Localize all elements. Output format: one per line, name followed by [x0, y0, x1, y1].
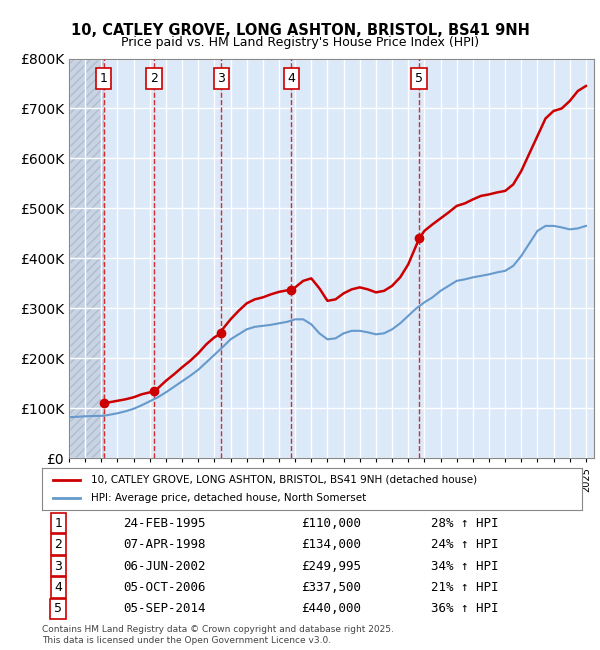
Text: £134,000: £134,000: [301, 538, 361, 551]
Text: 36% ↑ HPI: 36% ↑ HPI: [431, 603, 499, 616]
Text: 34% ↑ HPI: 34% ↑ HPI: [431, 560, 499, 573]
Text: 1: 1: [54, 517, 62, 530]
Text: 4: 4: [54, 581, 62, 594]
Text: £337,500: £337,500: [301, 581, 361, 594]
Text: 24% ↑ HPI: 24% ↑ HPI: [431, 538, 499, 551]
Text: 4: 4: [287, 72, 295, 85]
Text: 2: 2: [54, 538, 62, 551]
Text: 05-SEP-2014: 05-SEP-2014: [123, 603, 205, 616]
Text: £110,000: £110,000: [301, 517, 361, 530]
Text: 5: 5: [54, 603, 62, 616]
Text: £249,995: £249,995: [301, 560, 361, 573]
Text: 10, CATLEY GROVE, LONG ASHTON, BRISTOL, BS41 9NH (detached house): 10, CATLEY GROVE, LONG ASHTON, BRISTOL, …: [91, 475, 477, 485]
Text: 2: 2: [150, 72, 158, 85]
Text: 06-JUN-2002: 06-JUN-2002: [123, 560, 205, 573]
Text: 28% ↑ HPI: 28% ↑ HPI: [431, 517, 499, 530]
Text: 07-APR-1998: 07-APR-1998: [123, 538, 205, 551]
Text: 10, CATLEY GROVE, LONG ASHTON, BRISTOL, BS41 9NH: 10, CATLEY GROVE, LONG ASHTON, BRISTOL, …: [71, 23, 529, 38]
Text: Price paid vs. HM Land Registry's House Price Index (HPI): Price paid vs. HM Land Registry's House …: [121, 36, 479, 49]
Text: 05-OCT-2006: 05-OCT-2006: [123, 581, 205, 594]
Text: 3: 3: [217, 72, 225, 85]
Text: Contains HM Land Registry data © Crown copyright and database right 2025.
This d: Contains HM Land Registry data © Crown c…: [42, 625, 394, 645]
Bar: [69, 58, 104, 458]
Text: HPI: Average price, detached house, North Somerset: HPI: Average price, detached house, Nort…: [91, 493, 366, 503]
Text: 5: 5: [415, 72, 423, 85]
Text: 24-FEB-1995: 24-FEB-1995: [123, 517, 205, 530]
Text: £440,000: £440,000: [301, 603, 361, 616]
Text: 21% ↑ HPI: 21% ↑ HPI: [431, 581, 499, 594]
Text: 3: 3: [54, 560, 62, 573]
Text: 1: 1: [100, 72, 107, 85]
